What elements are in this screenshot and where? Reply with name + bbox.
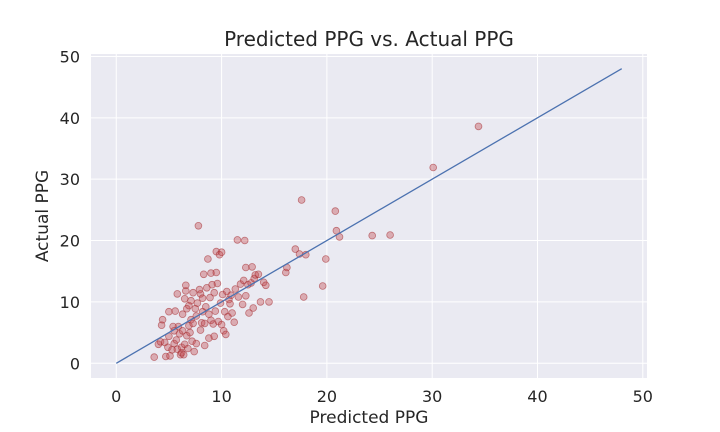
data-point: [248, 263, 256, 271]
data-point: [194, 222, 203, 230]
data-point: [233, 236, 242, 244]
data-point: [165, 307, 173, 316]
data-point: [150, 353, 159, 361]
data-point: [173, 290, 182, 298]
data-point: [474, 122, 483, 131]
data-point: [228, 309, 236, 317]
data-point: [210, 288, 219, 297]
data-point: [200, 319, 209, 328]
data-point: [202, 302, 210, 311]
data-point: [157, 321, 166, 330]
data-point: [190, 347, 199, 356]
data-point: [238, 300, 247, 309]
data-point: [207, 316, 215, 325]
data-point: [368, 231, 377, 240]
data-point: [226, 299, 234, 308]
x-tick-label: 20: [317, 387, 337, 406]
data-point: [291, 245, 300, 253]
x-tick-label: 30: [422, 387, 442, 406]
y-tick-label: 40: [60, 109, 80, 128]
data-point: [180, 294, 189, 303]
data-point: [189, 319, 197, 328]
data-point: [196, 290, 205, 298]
y-tick-label: 30: [60, 170, 80, 189]
data-point: [196, 326, 205, 334]
data-point: [230, 318, 239, 327]
data-point: [213, 279, 222, 288]
data-point: [212, 268, 221, 277]
data-point: [231, 285, 240, 293]
x-tick-label: 10: [211, 387, 231, 406]
data-point: [331, 207, 340, 215]
data-point: [206, 293, 214, 302]
data-point: [299, 293, 308, 301]
data-point: [242, 263, 250, 272]
data-point: [193, 299, 202, 307]
data-point: [210, 332, 219, 341]
data-point: [191, 304, 200, 313]
data-point: [217, 248, 226, 257]
data-point: [429, 163, 438, 172]
data-point: [188, 337, 196, 346]
data-point: [332, 226, 341, 235]
data-point: [318, 282, 327, 290]
data-point: [178, 310, 187, 319]
data-point: [211, 307, 220, 315]
data-point: [256, 298, 265, 306]
x-axis-title: Predicted PPG: [310, 408, 429, 428]
data-point: [187, 296, 195, 305]
data-point: [265, 298, 273, 306]
data-point: [170, 339, 179, 348]
y-axis-title: Actual PPG: [33, 170, 53, 262]
data-point: [254, 270, 263, 279]
data-point: [217, 320, 226, 329]
data-point: [297, 196, 306, 204]
data-point: [186, 328, 194, 337]
data-point: [245, 309, 253, 317]
x-tick-label: 50: [633, 387, 653, 406]
data-point: [179, 350, 188, 359]
data-point: [242, 291, 250, 300]
data-point: [321, 255, 330, 263]
data-point: [234, 293, 243, 301]
x-tick-label: 0: [111, 387, 121, 406]
data-point: [200, 341, 209, 350]
reference-line: [115, 68, 623, 364]
data-point: [192, 339, 201, 348]
data-point: [158, 315, 167, 324]
data-point: [222, 330, 230, 339]
data-point: [261, 281, 270, 290]
y-tick-label: 10: [60, 293, 80, 312]
data-point: [249, 304, 258, 312]
data-point: [172, 336, 181, 344]
y-tick-label: 0: [70, 354, 80, 373]
data-point: [178, 326, 187, 335]
y-tick-label: 20: [60, 232, 80, 251]
data-point: [198, 294, 207, 303]
x-tick-label: 40: [527, 387, 547, 406]
data-point: [219, 326, 228, 335]
y-tick-label: 50: [60, 47, 80, 66]
data-point: [204, 255, 212, 263]
data-point: [240, 236, 249, 245]
data-point: [182, 287, 190, 295]
chart-title: Predicted PPG vs. Actual PPG: [224, 27, 514, 51]
data-point: [182, 281, 190, 290]
data-point: [184, 344, 192, 353]
data-point: [171, 307, 180, 315]
data-point: [189, 288, 197, 297]
data-point: [199, 270, 208, 279]
data-point: [386, 231, 394, 239]
data-point: [164, 343, 172, 352]
